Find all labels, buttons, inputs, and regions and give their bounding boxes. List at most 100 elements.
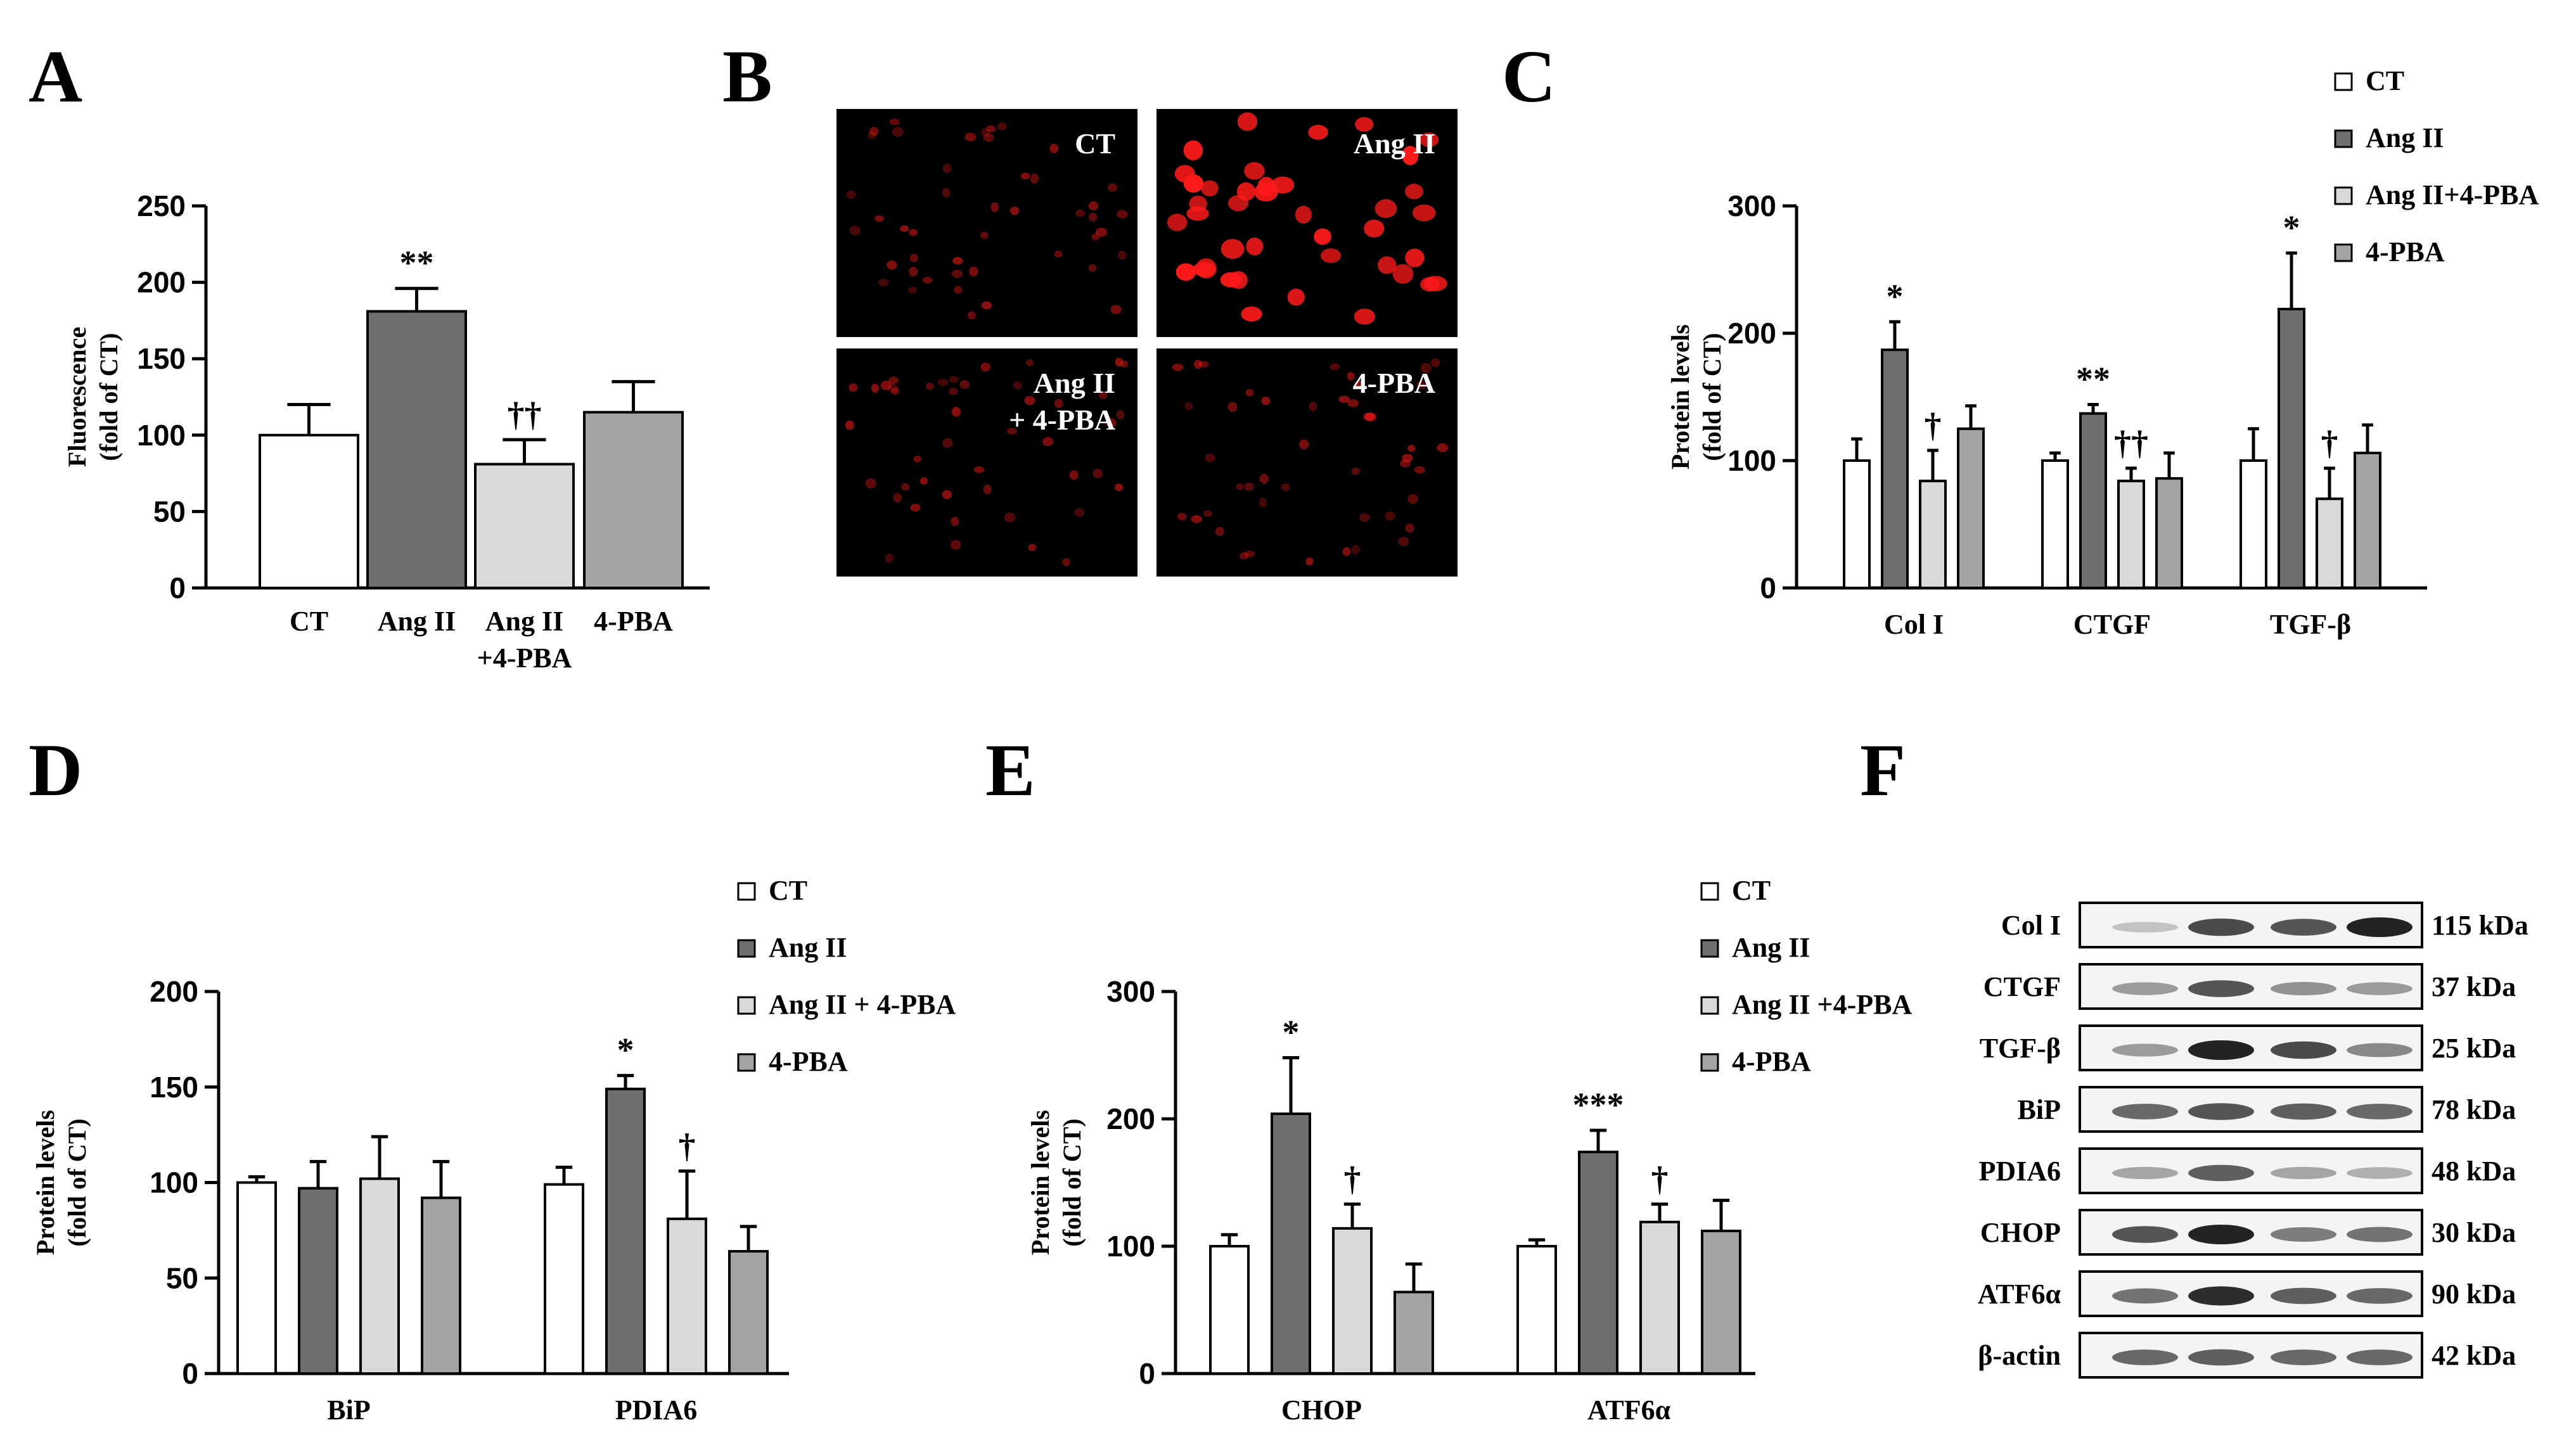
fluorescent-nucleus bbox=[1172, 363, 1184, 371]
significance-label: † bbox=[2321, 424, 2338, 462]
fluorescent-nucleus bbox=[1363, 412, 1375, 421]
y-axis-label: Protein levels (fold of CT) bbox=[31, 1110, 91, 1255]
fluorescent-nucleus bbox=[942, 163, 952, 174]
fluorescent-nucleus bbox=[1261, 397, 1271, 405]
fluorescent-nucleus bbox=[880, 380, 892, 390]
fluorescent-nucleus bbox=[849, 383, 858, 392]
fluorescent-nucleus bbox=[964, 132, 977, 141]
y-tick-label: 200 bbox=[1727, 317, 1776, 350]
bar bbox=[1332, 1227, 1373, 1375]
bar bbox=[1271, 1112, 1311, 1375]
significance-label: * bbox=[1887, 277, 1904, 316]
panel-letter-c: C bbox=[1502, 35, 1556, 118]
fluorescent-nucleus bbox=[1314, 228, 1331, 245]
fluorescent-nucleus bbox=[1405, 523, 1414, 533]
fluorescent-nucleus bbox=[1054, 250, 1063, 258]
fluorescent-nucleus bbox=[1215, 526, 1224, 536]
fluorescent-nucleus bbox=[889, 118, 900, 125]
blot-band bbox=[2271, 919, 2336, 936]
fluorescent-nucleus bbox=[845, 420, 854, 430]
micrograph-label: + 4-PBA bbox=[1009, 404, 1115, 436]
fluorescent-nucleus bbox=[1405, 248, 1425, 267]
fluorescent-nucleus bbox=[1246, 237, 1264, 256]
y-tick-label: 100 bbox=[150, 1166, 198, 1199]
fluorescent-nucleus bbox=[887, 260, 897, 270]
blot-band bbox=[2188, 980, 2254, 997]
fluorescent-nucleus bbox=[1195, 258, 1217, 279]
y-tick-label: 100 bbox=[137, 419, 186, 452]
blot-band bbox=[2188, 1349, 2254, 1366]
fluorescent-nucleus bbox=[888, 376, 899, 385]
significance-label: * bbox=[2283, 208, 2300, 246]
fluorescent-nucleus bbox=[950, 540, 961, 550]
fluorescent-nucleus bbox=[1227, 402, 1238, 412]
blot-band bbox=[2188, 1224, 2254, 1245]
x-category-label: +4-PBA bbox=[477, 642, 572, 673]
legend-label: Ang II+4-PBA bbox=[2366, 179, 2539, 210]
y-tick-label: 50 bbox=[166, 1261, 198, 1294]
fluorescent-nucleus bbox=[1116, 410, 1125, 420]
bar bbox=[2079, 412, 2107, 589]
fluorescent-nucleus bbox=[1364, 219, 1385, 238]
legend-label: CT bbox=[1732, 875, 1771, 906]
fluorescent-nucleus bbox=[1281, 483, 1290, 492]
fluorescent-nucleus bbox=[871, 383, 879, 393]
blot-band bbox=[2271, 1227, 2336, 1242]
fluorescent-nucleus bbox=[937, 378, 948, 386]
fluorescent-nucleus bbox=[949, 387, 958, 395]
panel-letter-a: A bbox=[29, 35, 82, 118]
fluorescent-nucleus bbox=[926, 383, 934, 390]
bar bbox=[1516, 1245, 1557, 1375]
fluorescent-nucleus bbox=[959, 379, 970, 389]
fluorescent-nucleus bbox=[1271, 176, 1295, 194]
significance-label: * bbox=[617, 1031, 634, 1069]
fluorescent-nucleus bbox=[849, 226, 861, 236]
bar bbox=[544, 1183, 584, 1375]
fluorescent-nucleus bbox=[1220, 272, 1242, 288]
significance-label: † bbox=[679, 1126, 696, 1164]
fluorescent-nucleus bbox=[1299, 439, 1309, 450]
fluorescent-nucleus bbox=[909, 267, 918, 277]
blot-band bbox=[2112, 1166, 2178, 1180]
fluorescent-nucleus bbox=[1245, 389, 1254, 397]
y-axis-label-line: Protein levels bbox=[1666, 324, 1695, 469]
blot-band bbox=[2347, 1349, 2413, 1365]
bar bbox=[2117, 480, 2145, 589]
fluorescent-nucleus bbox=[1028, 544, 1037, 551]
fluorescent-nucleus bbox=[942, 438, 953, 448]
blot-band bbox=[2271, 1287, 2336, 1304]
fluorescent-nucleus bbox=[1114, 483, 1124, 491]
blot-band bbox=[2112, 1288, 2178, 1304]
fluorescent-nucleus bbox=[974, 466, 985, 473]
panel-letter-b: B bbox=[722, 35, 772, 118]
fluorescent-nucleus bbox=[909, 229, 918, 236]
fluorescent-nucleus bbox=[1004, 513, 1016, 523]
legend-swatch bbox=[1700, 996, 1719, 1015]
blot-band bbox=[2112, 1043, 2178, 1057]
blot-kda-label: 25 kDa bbox=[2432, 1033, 2516, 1064]
fluorescent-nucleus bbox=[1042, 437, 1054, 447]
fluorescent-nucleus bbox=[878, 279, 890, 286]
fluorescent-nucleus bbox=[1321, 248, 1342, 263]
fluorescent-nucleus bbox=[1244, 162, 1265, 180]
legend-swatch bbox=[737, 882, 756, 901]
panel-letters: A B C D E F bbox=[29, 35, 1906, 812]
legend-swatch bbox=[2334, 186, 2353, 205]
blot-kda-label: 78 kDa bbox=[2432, 1094, 2516, 1125]
micrograph-tile bbox=[836, 109, 1137, 337]
fluorescent-nucleus bbox=[981, 301, 992, 310]
fluorescent-nucleus bbox=[990, 202, 999, 212]
fluorescent-nucleus bbox=[980, 231, 989, 239]
fluorescent-nucleus bbox=[1419, 132, 1439, 148]
y-tick-label: 50 bbox=[153, 495, 186, 528]
blot-band bbox=[2347, 1167, 2413, 1179]
fluorescent-nucleus bbox=[1295, 205, 1312, 224]
fluorescent-nucleus bbox=[1378, 256, 1397, 274]
fluorescent-nucleus bbox=[1392, 264, 1414, 284]
bar bbox=[1209, 1245, 1250, 1375]
fluorescent-nucleus bbox=[949, 376, 959, 383]
y-tick-label: 100 bbox=[1727, 444, 1776, 477]
fluorescent-nucleus bbox=[1020, 172, 1030, 179]
fluorescent-nucleus bbox=[967, 311, 976, 320]
y-tick-label: 0 bbox=[182, 1357, 198, 1390]
